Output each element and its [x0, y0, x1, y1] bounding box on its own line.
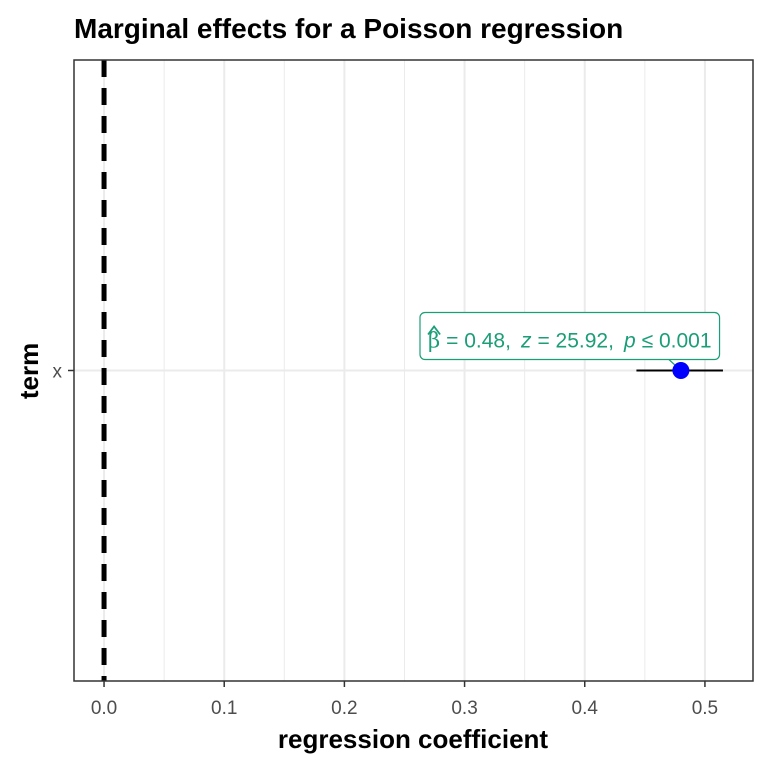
x-tick-label: 0.2	[331, 698, 357, 719]
estimate-label: β = 0.48, z = 25.92, p ≤ 0.001	[419, 311, 721, 361]
y-axis-ticks: x	[53, 362, 74, 383]
p-value: ≤ 0.001	[642, 330, 712, 353]
z-symbol: z	[520, 330, 532, 353]
chart-title: Marginal effects for a Poisson regressio…	[74, 13, 623, 44]
beta-hat-icon	[427, 325, 441, 336]
x-tick-label: 0.1	[211, 698, 237, 719]
x-axis-title: regression coefficient	[278, 724, 549, 754]
y-axis-title: term	[14, 343, 44, 399]
estimate-point	[672, 362, 690, 379]
x-tick-label: 0.3	[451, 698, 477, 719]
p-symbol: p	[623, 330, 636, 353]
x-tick-label: 0.0	[91, 698, 117, 719]
estimate-label-box	[419, 311, 721, 361]
x-tick-label: 0.4	[572, 698, 599, 719]
beta-value: = 0.48,	[446, 330, 511, 353]
x-axis-ticks: 0.0 0.1 0.2 0.3 0.4 0.5	[91, 681, 718, 719]
y-tick-label: x	[53, 362, 63, 383]
x-tick-label: 0.5	[692, 698, 718, 719]
z-value: = 25.92,	[537, 330, 613, 353]
estimate-label-text: β = 0.48, z = 25.92, p ≤ 0.001	[428, 329, 712, 353]
beta-symbol: β	[428, 329, 440, 353]
